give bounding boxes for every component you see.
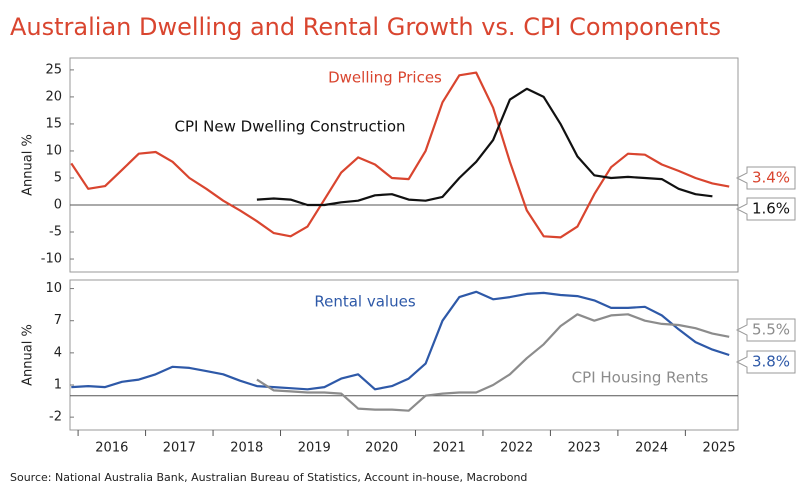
series-name: Rental values (314, 293, 415, 311)
y-tick-label: 5 (54, 170, 62, 185)
x-tick-label: 2022 (500, 441, 533, 456)
x-tick-label: 2023 (568, 441, 601, 456)
y-tick-label: 1 (54, 378, 62, 393)
end-label: 1.6% (752, 200, 790, 218)
y-tick-label: 4 (54, 345, 62, 360)
y-tick-label: 7 (54, 313, 62, 328)
end-label: 5.5% (752, 321, 790, 339)
series-name: CPI New Dwelling Construction (174, 118, 405, 136)
end-label-box (735, 318, 796, 342)
x-tick-label: 2021 (433, 441, 466, 456)
series-line (256, 87, 713, 207)
y-tick-label: -10 (41, 252, 62, 267)
y-tick-label: -5 (49, 225, 62, 240)
y-tick-label: 15 (45, 116, 62, 131)
x-tick-label: 2017 (163, 441, 196, 456)
end-label-box (735, 166, 796, 190)
y-tick-label: 0 (54, 197, 62, 212)
end-label-box (735, 350, 796, 374)
series-name: Dwelling Prices (328, 69, 442, 87)
source-note: Source: National Australia Bank, Austral… (10, 471, 527, 484)
series-name: CPI Housing Rents (572, 369, 709, 387)
y-axis-label: Annual % (21, 324, 36, 386)
end-label: 3.4% (752, 169, 790, 187)
y-tick-label: 10 (45, 281, 62, 296)
x-tick-label: 2020 (365, 441, 398, 456)
end-label-box (735, 197, 796, 221)
x-tick-label: 2019 (298, 441, 331, 456)
series-line (70, 71, 730, 239)
plot-frame (69, 279, 739, 431)
y-tick-label: 20 (45, 89, 62, 104)
series-line (256, 313, 730, 412)
x-tick-label: 2024 (635, 441, 668, 456)
x-tick-label: 2025 (703, 441, 736, 456)
x-tick-label: 2018 (230, 441, 263, 456)
plot-frame (69, 57, 739, 273)
chart-title: Australian Dwelling and Rental Growth vs… (10, 13, 721, 41)
y-tick-label: 10 (45, 143, 62, 158)
y-tick-label: -2 (49, 410, 62, 425)
end-label: 3.8% (752, 353, 790, 371)
y-axis-label: Annual % (21, 134, 36, 196)
y-tick-label: 25 (45, 62, 62, 77)
series-line (71, 290, 730, 391)
x-tick-label: 2016 (95, 441, 128, 456)
